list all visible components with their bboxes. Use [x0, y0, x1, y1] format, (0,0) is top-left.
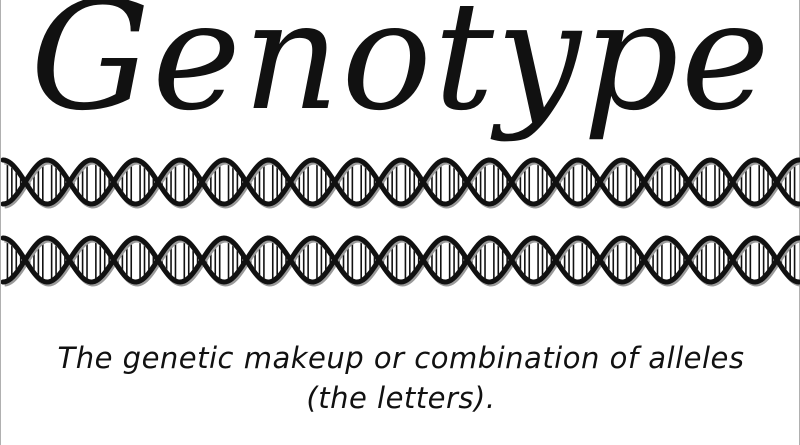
dna-strand-1: [1, 235, 800, 285]
dna-helix-icon-bottom: [1, 235, 800, 287]
definition-text: The genetic makeup or combination of all…: [1, 338, 800, 418]
page-title: Genotype: [30, 0, 772, 144]
dna-strand-1: [1, 157, 800, 207]
dna-strand-2: [1, 235, 800, 285]
dna-helix-icon-top: [1, 157, 800, 209]
definition-line-2: (the letters).: [306, 381, 496, 415]
definition-line-1: The genetic makeup or combination of all…: [57, 341, 745, 375]
dna-strand-2: [1, 157, 800, 207]
